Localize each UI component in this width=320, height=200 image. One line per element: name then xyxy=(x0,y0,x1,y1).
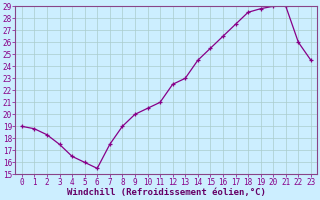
X-axis label: Windchill (Refroidissement éolien,°C): Windchill (Refroidissement éolien,°C) xyxy=(67,188,266,197)
